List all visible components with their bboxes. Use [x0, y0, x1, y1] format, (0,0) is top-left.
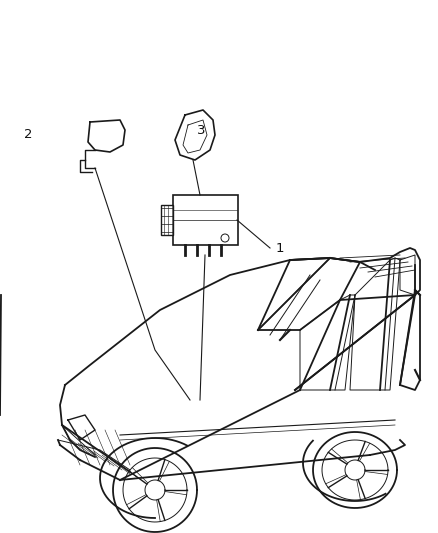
FancyBboxPatch shape [161, 205, 173, 235]
Text: 3: 3 [197, 124, 205, 136]
Text: 1: 1 [276, 241, 284, 254]
Text: 2: 2 [24, 128, 32, 141]
FancyBboxPatch shape [173, 195, 238, 245]
